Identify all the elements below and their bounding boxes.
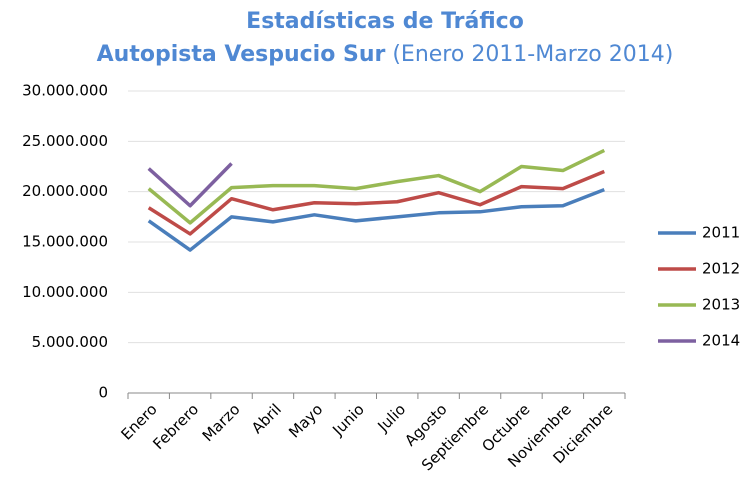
y-tick-label: 30.000.000 [22,82,108,100]
subtitle: Autopista Vespucio Sur [97,42,386,67]
legend-label: 2013 [702,296,740,314]
x-tick-label: Junio [328,400,367,439]
x-tick-label: Febrero [149,400,202,453]
x-tick-label: Mayo [285,400,326,441]
legend-label: 2011 [702,224,740,242]
series-line [147,148,606,225]
chart-subtitle: Autopista Vespucio Sur (Enero 2011-Marzo… [97,42,674,67]
legend-label: 2012 [702,260,740,278]
series-line [147,162,233,208]
x-tick-label: Marzo [199,400,244,445]
legend-label: 2014 [702,332,740,350]
series-line [147,169,605,236]
y-tick-label: 5.000.000 [32,333,108,351]
y-tick-label: 25.000.000 [22,132,108,150]
x-tick-label: Abril [248,400,285,437]
y-tick-label: 15.000.000 [22,233,108,251]
x-tick-label: Julio [374,400,410,436]
series-line [147,188,605,252]
chart-title: Estadísticas de Tráfico [246,9,524,34]
y-tick-label: 10.000.000 [22,283,108,301]
y-tick-label: 0 [98,384,108,402]
subtitle-note: (Enero 2011-Marzo 2014) [392,42,673,67]
y-tick-label: 20.000.000 [22,182,108,200]
